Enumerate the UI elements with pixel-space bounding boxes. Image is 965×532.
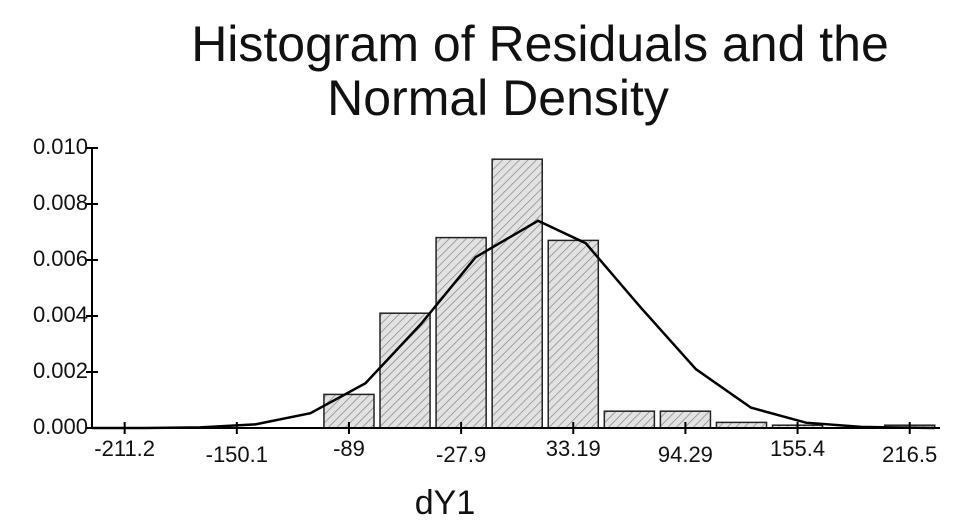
y-tick-label: 0.002 xyxy=(33,358,88,383)
x-tick-label: -27.9 xyxy=(436,442,486,467)
bar xyxy=(491,158,543,429)
y-tick-label: 0.010 xyxy=(33,134,88,159)
chart-title: Normal Density xyxy=(327,70,669,126)
bar xyxy=(435,236,487,429)
chart-title: Histogram of Residuals and the xyxy=(191,16,889,72)
x-tick-label: 155.4 xyxy=(770,436,825,461)
density-curve xyxy=(92,219,935,430)
x-axis-label: dY1 xyxy=(415,484,476,522)
y-tick-label: 0.004 xyxy=(33,302,88,327)
x-tick-label: -211.2 xyxy=(94,436,155,461)
y-tick-label: 0.006 xyxy=(33,246,88,271)
x-tick-label: -150.1 xyxy=(206,442,268,467)
x-tick-label: -89 xyxy=(333,436,365,461)
y-tick-label: 0.000 xyxy=(33,414,88,439)
x-tick-label: 33.19 xyxy=(546,436,601,461)
bar xyxy=(603,410,656,429)
bar xyxy=(379,312,431,429)
x-tick-label: 216.5 xyxy=(882,442,937,467)
bar xyxy=(547,239,600,429)
x-tick-label: 94.29 xyxy=(658,442,713,467)
y-tick-label: 0.008 xyxy=(33,190,88,215)
